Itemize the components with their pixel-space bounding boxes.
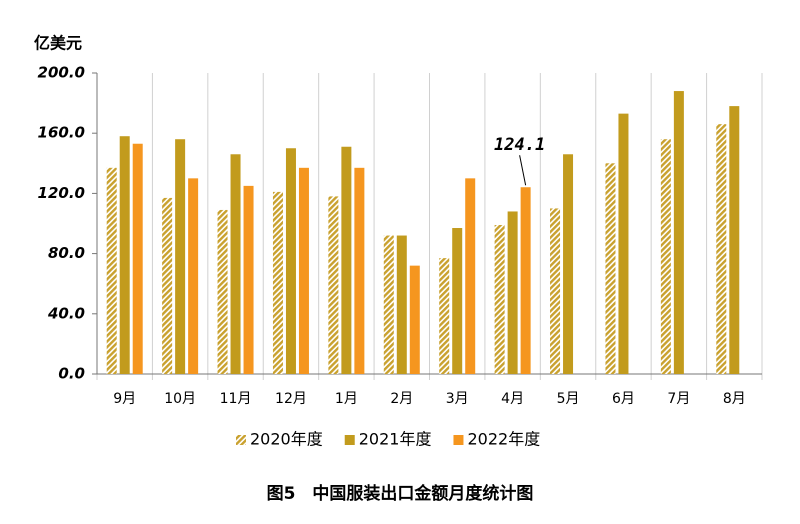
- bar: [452, 228, 463, 374]
- x-tick-label: 12月: [275, 391, 307, 407]
- y-tick-label: 40.0: [47, 304, 85, 322]
- bar: [439, 258, 450, 374]
- bar: [465, 178, 476, 374]
- bar: [272, 191, 283, 374]
- x-tick-label: 2月: [390, 391, 413, 407]
- x-tick-label: 11月: [220, 391, 252, 407]
- bar: [605, 163, 616, 374]
- annotation-line: [519, 155, 527, 186]
- bar: [507, 211, 518, 374]
- bar: [494, 225, 505, 374]
- x-tick-label: 5月: [557, 391, 580, 407]
- bar: [383, 235, 394, 374]
- legend-swatch: [236, 435, 246, 445]
- x-tick-label: 9月: [113, 391, 136, 407]
- y-axis-label: 亿美元: [34, 34, 82, 53]
- chart-title: 图5 中国服装出口金额月度统计图: [267, 483, 534, 504]
- x-tick-label: 4月: [501, 391, 524, 407]
- legend-swatch: [453, 435, 464, 445]
- bar: [328, 196, 339, 374]
- x-tick-label: 3月: [446, 391, 469, 407]
- bar: [217, 209, 228, 374]
- bar: [106, 167, 117, 374]
- y-tick-label: 200.0: [38, 64, 85, 82]
- bar: [188, 178, 199, 374]
- bar: [673, 91, 684, 374]
- bar: [550, 208, 561, 374]
- bar: [729, 106, 740, 375]
- y-tick-label: 120.0: [38, 184, 85, 202]
- legend-label: 2022年度: [467, 430, 540, 449]
- bar: [298, 167, 309, 374]
- x-tick-label: 10月: [164, 391, 196, 407]
- x-tick-label: 1月: [335, 391, 358, 407]
- bar: [520, 187, 531, 374]
- bar: [132, 143, 143, 374]
- bar: [285, 148, 296, 374]
- bar: [409, 265, 420, 374]
- bar: [354, 167, 365, 374]
- legend-label: 2020年度: [250, 430, 323, 449]
- x-tick-label: 8月: [723, 391, 746, 407]
- bar: [660, 139, 671, 374]
- x-tick-label: 7月: [667, 391, 690, 407]
- legend-label: 2021年度: [359, 430, 432, 449]
- y-tick-label: 160.0: [38, 124, 85, 142]
- bar: [618, 113, 629, 374]
- bar: [243, 185, 254, 374]
- bar: [716, 124, 727, 374]
- bar: [119, 136, 130, 374]
- bar: [162, 197, 173, 374]
- annotation: 124.1: [494, 135, 545, 155]
- bar: [175, 139, 186, 374]
- legend-swatch: [344, 435, 355, 445]
- x-tick-label: 6月: [612, 391, 635, 407]
- bar: [396, 235, 407, 374]
- y-tick-label: 0.0: [58, 365, 85, 383]
- bar: [563, 154, 574, 374]
- y-tick-label: 80.0: [48, 244, 85, 262]
- bar: [341, 146, 352, 374]
- bar: [230, 154, 241, 374]
